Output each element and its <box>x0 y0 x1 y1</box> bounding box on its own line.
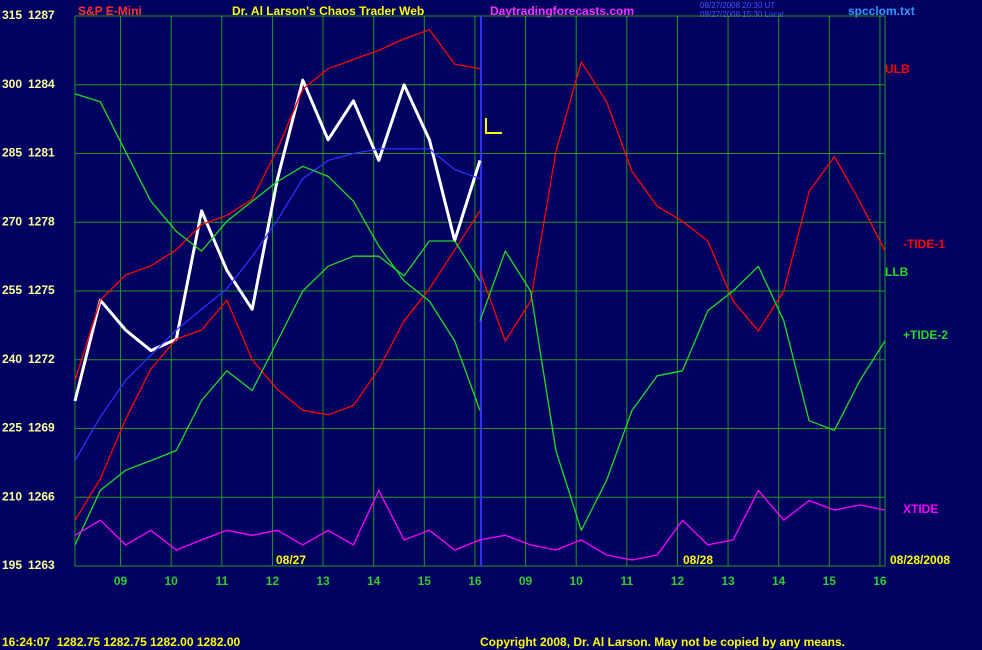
x-tick-label: 11 <box>620 574 633 588</box>
legend-label: XTIDE <box>903 502 938 516</box>
x-tick-label: 10 <box>165 574 179 588</box>
y2-tick-label: 1281 <box>28 146 55 160</box>
y2-tick-label: 1287 <box>28 8 55 22</box>
marker <box>485 118 502 134</box>
y-tick-label: 195 <box>2 558 22 572</box>
x-tick-label: 14 <box>367 574 381 588</box>
series-line <box>479 250 886 531</box>
legend-label: +TIDE-2 <box>903 328 948 342</box>
quote-line: 16:24:07 1282.75 1282.75 1282.00 1282.00 <box>2 635 241 649</box>
x-tick-label: 13 <box>721 574 735 588</box>
y2-tick-label: 1278 <box>28 214 55 228</box>
x-tick-label: 12 <box>671 574 685 588</box>
y-tick-label: 240 <box>2 352 22 366</box>
series-line <box>74 210 481 521</box>
series-line <box>74 93 481 411</box>
series-line <box>74 29 481 381</box>
x-tick-label: 09 <box>519 574 533 588</box>
legend-label: -TIDE-1 <box>903 237 945 251</box>
y2-tick-label: 1269 <box>28 421 55 435</box>
series-line <box>74 489 886 561</box>
date-label: 08/27 <box>276 553 306 567</box>
y-tick-label: 315 <box>2 8 22 22</box>
date-label: 08/28 <box>683 553 713 567</box>
x-tick-label: 15 <box>823 574 837 588</box>
y-tick-label: 300 <box>2 77 22 91</box>
instrument: S&P E-Mini <box>78 4 142 18</box>
legend-label: LLB <box>885 265 909 279</box>
y2-tick-label: 1275 <box>28 283 55 297</box>
y-tick-label: 210 <box>2 489 22 503</box>
series-line <box>73 78 482 402</box>
y-tick-label: 270 <box>2 214 22 228</box>
y-tick-label: 225 <box>2 421 22 435</box>
date-label: 08/28/2008 <box>890 553 950 567</box>
x-tick-label: 11 <box>215 574 228 588</box>
series-line <box>74 240 481 546</box>
x-tick-label: 09 <box>114 574 128 588</box>
data-file: spcclom.txt <box>848 4 915 18</box>
y-tick-label: 285 <box>2 146 22 160</box>
x-tick-label: 14 <box>772 574 786 588</box>
y2-tick-label: 1263 <box>28 558 55 572</box>
legend-label: ULB <box>885 62 910 76</box>
x-tick-label: 12 <box>266 574 280 588</box>
y2-tick-label: 1266 <box>28 489 55 503</box>
y-tick-label: 255 <box>2 283 22 297</box>
chart-title: Dr. Al Larson's Chaos Trader Web <box>232 4 424 18</box>
website: Daytradingforecasts.com <box>490 4 634 18</box>
x-tick-label: 16 <box>873 574 887 588</box>
y2-tick-label: 1284 <box>28 77 55 91</box>
series-line <box>479 61 886 342</box>
timestamp: 08/27/2008 15:30 Local <box>700 10 784 19</box>
copyright: Copyright 2008, Dr. Al Larson. May not b… <box>480 635 845 649</box>
x-tick-label: 15 <box>418 574 432 588</box>
series-line <box>74 148 481 461</box>
y2-tick-label: 1272 <box>28 352 55 366</box>
x-tick-label: 16 <box>468 574 482 588</box>
x-tick-label: 10 <box>570 574 584 588</box>
timestamp: 08/27/2008 20:30 UT <box>700 1 775 10</box>
x-tick-label: 13 <box>316 574 330 588</box>
